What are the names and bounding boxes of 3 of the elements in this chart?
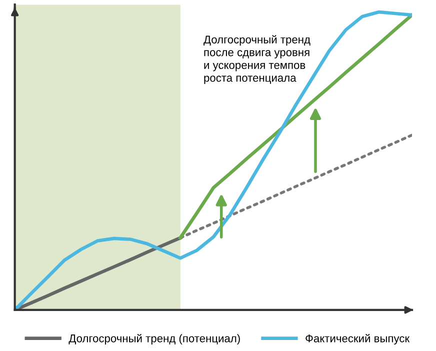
annotation: Долгосрочный тренд после сдвига уровня и ускорения темпов роста потенциала: [204, 35, 310, 84]
legend-label: Долгосрочный тренд (потенциал): [68, 334, 240, 345]
legend-label: Фактический выпуск: [306, 334, 410, 345]
